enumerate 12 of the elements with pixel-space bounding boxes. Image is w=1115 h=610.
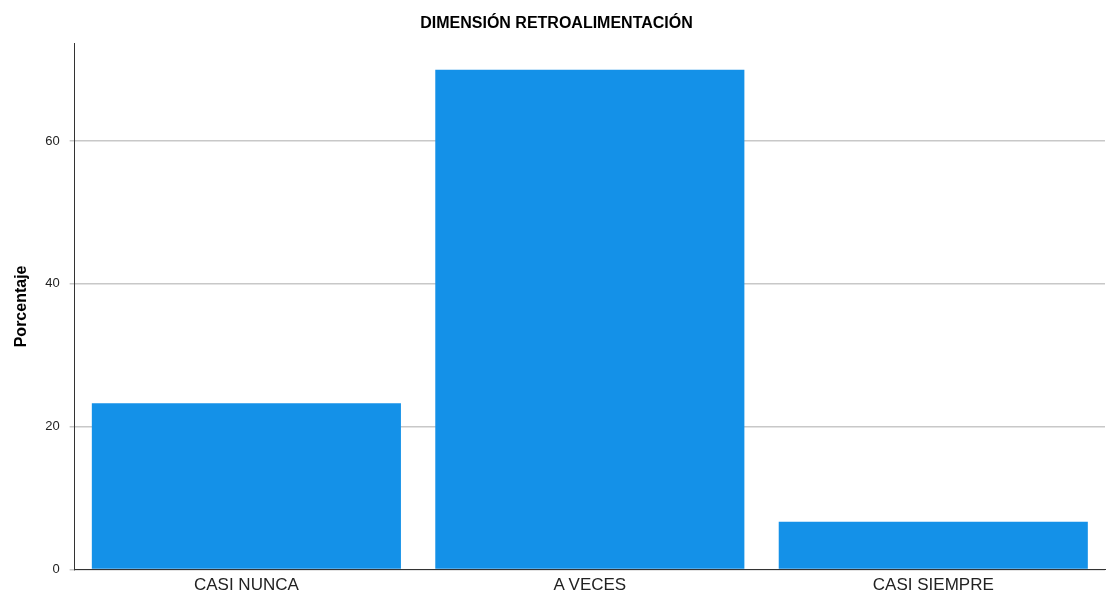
y-axis-title: Porcentaje xyxy=(12,265,30,348)
y-tick-label: 60 xyxy=(45,132,60,148)
y-tick-label: 20 xyxy=(45,418,60,434)
y-tick-label: 0 xyxy=(52,561,60,577)
bar xyxy=(778,521,1088,569)
x-tick-label: CASI SIEMPRE xyxy=(872,575,994,595)
x-tick-label: CASI NUNCA xyxy=(193,575,300,595)
y-tick-label: 40 xyxy=(45,275,60,291)
chart-title: DIMENSIÓN RETROALIMENTACIÓN xyxy=(420,13,693,32)
bar xyxy=(435,69,745,569)
x-tick-label: A VECES xyxy=(553,575,627,595)
bar xyxy=(91,403,401,569)
